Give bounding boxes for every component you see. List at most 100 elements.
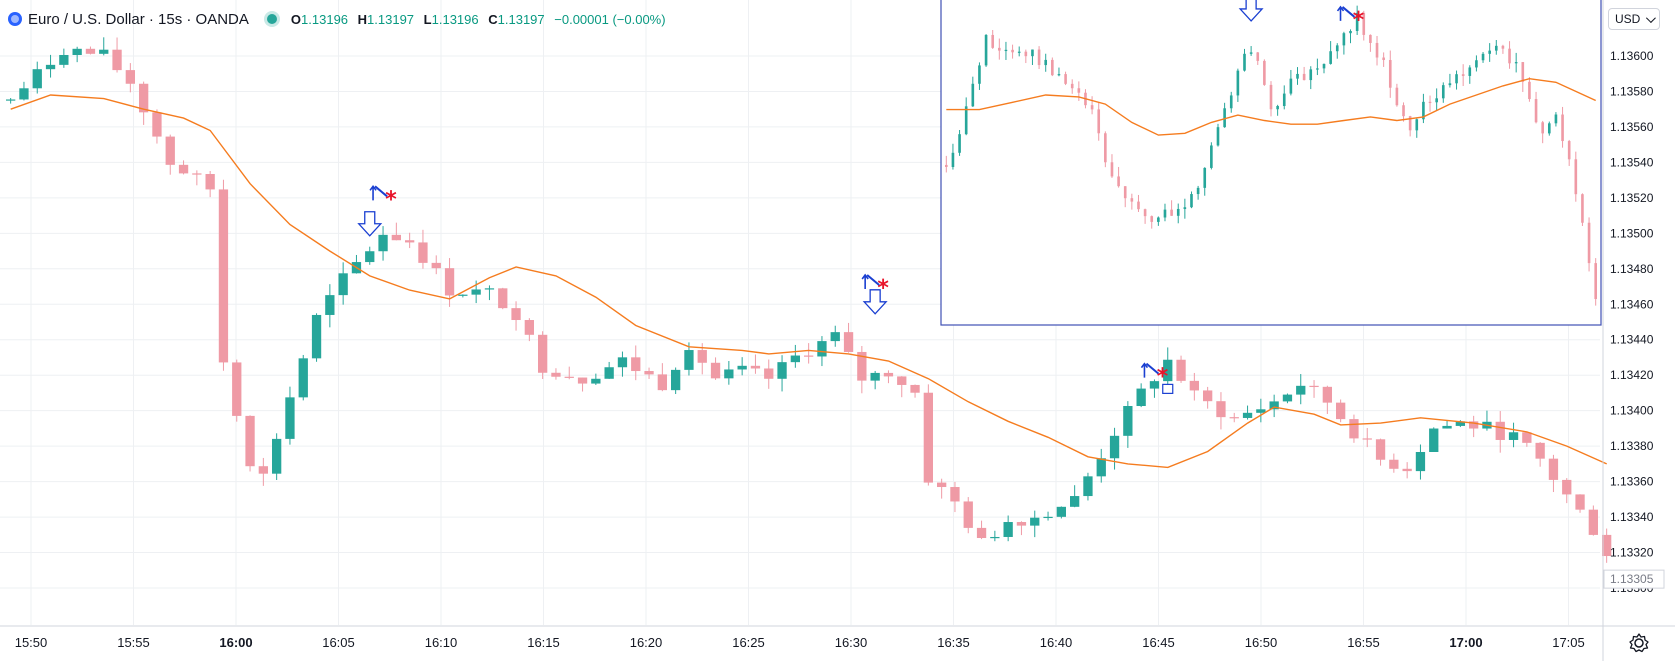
candle-body (1448, 83, 1452, 86)
candle-body (1242, 412, 1253, 418)
y-tick-label: 1.13380 (1610, 439, 1654, 453)
candle-body (1422, 101, 1425, 120)
candle-body (112, 49, 122, 71)
candle-body (1336, 402, 1346, 420)
star-icon: * (385, 187, 397, 212)
candle-body (1329, 51, 1332, 64)
candle-body (498, 288, 508, 309)
market-open-dot-icon (266, 14, 277, 24)
candle-body (1210, 145, 1213, 168)
candle-body (1216, 127, 1220, 146)
candle-body (1256, 409, 1266, 413)
open-value: 1.13196 (301, 11, 349, 27)
candle-body (1402, 105, 1405, 117)
candle-body (1581, 194, 1584, 223)
candle-body (1243, 53, 1246, 71)
candle-body (458, 294, 468, 296)
candle-body (1535, 442, 1545, 459)
signal-markers: * * * * (357, 0, 1365, 394)
x-tick-label: 16:45 (1142, 635, 1175, 650)
candle-body (1342, 33, 1346, 46)
candle-body (1117, 176, 1120, 187)
candle-body (1388, 60, 1392, 88)
up-arrow-icon (1140, 362, 1149, 378)
candle-body (684, 350, 694, 370)
symbol-legend: Euro / U.S. Dollar · 15s · OANDA O1.1319… (8, 9, 672, 29)
candle-body (1349, 419, 1359, 439)
candle-body (444, 268, 455, 296)
candle-body (950, 487, 960, 502)
candle-body (1469, 421, 1479, 429)
candle-body (205, 174, 215, 190)
open-key: O (290, 11, 302, 27)
candle-body (976, 527, 987, 539)
candle-body (1501, 45, 1505, 49)
candle-body (964, 106, 968, 135)
candle-body (1057, 74, 1061, 76)
candle-body (945, 164, 948, 167)
high-key: H (357, 11, 368, 27)
candle-body (998, 47, 1001, 51)
candle-body (551, 372, 561, 377)
candle-body (311, 314, 322, 359)
candle-body (538, 334, 548, 373)
candle-body (1567, 141, 1571, 160)
candle-body (1070, 496, 1080, 507)
candle-body (644, 371, 654, 375)
candle-body (843, 332, 854, 352)
candle-body (617, 357, 628, 368)
candle-body (1157, 217, 1160, 222)
low-key: L (423, 11, 432, 27)
candle-body (1316, 68, 1319, 70)
candle-body (1176, 359, 1186, 381)
candle-body (1097, 109, 1101, 134)
symbol-title[interactable]: Euro / U.S. Dollar · 15s · OANDA (28, 10, 249, 28)
gear-icon[interactable] (1628, 632, 1650, 654)
candle-body (1096, 458, 1106, 477)
candle-body (258, 466, 268, 474)
candle-body (1030, 517, 1040, 526)
candle-body (1296, 73, 1299, 79)
candle-body (984, 34, 988, 66)
y-tick-label: 1.13500 (1610, 226, 1654, 240)
candle-body (1408, 116, 1412, 131)
inset-price-pane (940, 0, 1602, 326)
candle-body (897, 376, 907, 385)
candle-body (750, 365, 761, 369)
candle-body (1355, 12, 1359, 31)
candle-body (272, 438, 282, 474)
candle-body (1522, 432, 1532, 443)
down-arrow-icon (862, 289, 888, 315)
y-tick-label: 1.13440 (1610, 333, 1654, 347)
candle-body (1056, 506, 1066, 517)
y-tick-label: 1.13420 (1610, 368, 1654, 382)
candle-body (192, 173, 202, 175)
candle-body (764, 368, 774, 379)
candle-body (1415, 451, 1426, 472)
candle-body (165, 136, 175, 165)
inset-border (940, 0, 1602, 326)
candle-body (1588, 509, 1598, 535)
candle-body (857, 351, 867, 381)
candle-body (804, 355, 814, 357)
candle-body (978, 65, 981, 84)
candle-body (1561, 114, 1564, 142)
candle-body (817, 341, 827, 357)
candle-body (1190, 194, 1193, 208)
candle-body (1051, 59, 1054, 76)
star-icon: * (877, 276, 889, 301)
candle-body (1349, 30, 1352, 34)
candle-body (1335, 45, 1339, 52)
x-tick-label: 16:30 (835, 635, 868, 650)
low-value: 1.13196 (431, 11, 479, 27)
currency-dropdown[interactable]: USD (1608, 8, 1660, 30)
candle-body (1508, 48, 1511, 64)
candle-body (990, 536, 1000, 539)
candle-body (378, 234, 388, 252)
x-tick-label: 16:05 (322, 635, 355, 650)
candle-body (1562, 479, 1572, 495)
candle-body (870, 372, 880, 381)
candle-body (1468, 67, 1472, 76)
candle-body (1521, 62, 1525, 82)
